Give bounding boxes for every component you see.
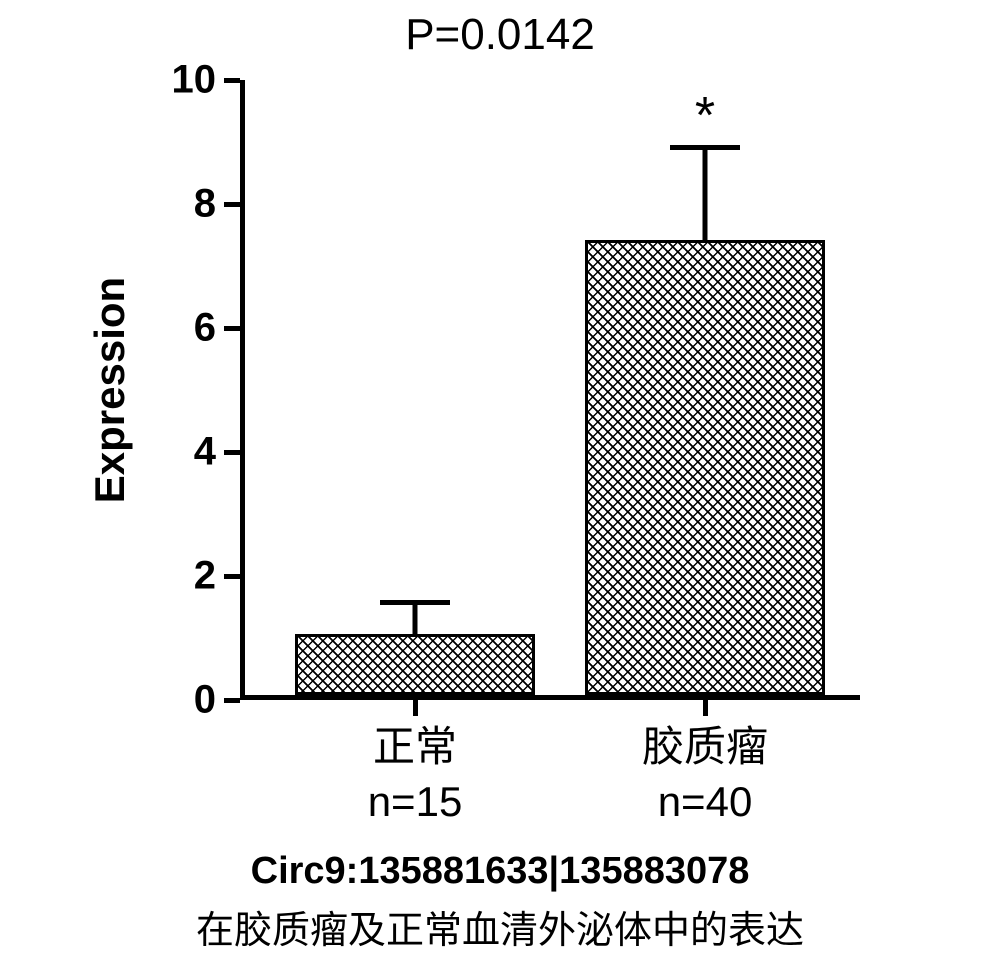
y-tick-label: 2	[194, 554, 216, 599]
y-tick-label: 8	[194, 182, 216, 227]
bar-group: *	[585, 88, 825, 695]
y-tick	[224, 574, 240, 579]
chart-footer-subtitle: 在胶质瘤及正常血清外泌体中的表达	[60, 899, 940, 954]
y-tick-label: 10	[172, 58, 217, 103]
y-tick	[224, 78, 240, 83]
x-category-label: 胶质瘤	[642, 720, 768, 775]
y-axis-title: Expression	[86, 277, 134, 503]
x-tick	[703, 700, 708, 716]
y-tick	[224, 202, 240, 207]
x-n-label: n=40	[642, 775, 768, 830]
x-n-label: n=15	[368, 775, 463, 830]
y-tick	[224, 698, 240, 703]
y-tick-label: 0	[194, 678, 216, 723]
x-label-group: 正常n=15	[368, 720, 463, 829]
y-tick	[224, 326, 240, 331]
x-axis-line	[240, 695, 860, 700]
bar-chart: P=0.0142 Expression 0246810 正常n=15*胶质瘤n=…	[60, 10, 940, 954]
x-category-label: 正常	[368, 720, 463, 775]
error-bar-stem	[413, 603, 418, 634]
error-bar-cap	[380, 600, 450, 605]
y-tick-label: 6	[194, 306, 216, 351]
plot-area: Expression 0246810 正常n=15*胶质瘤n=40	[240, 80, 860, 700]
error-bar-stem	[703, 148, 708, 240]
y-tick-label: 4	[194, 430, 216, 475]
y-axis-line	[240, 80, 245, 700]
p-value-label: P=0.0142	[60, 10, 940, 60]
y-tick	[224, 450, 240, 455]
bar	[585, 240, 825, 695]
x-tick	[413, 700, 418, 716]
significance-marker: *	[695, 86, 715, 146]
error-bar-cap	[670, 145, 740, 150]
chart-footer-title: Circ9:135881633|135883078	[60, 850, 940, 893]
bar-group	[295, 543, 535, 695]
x-label-group: 胶质瘤n=40	[642, 720, 768, 829]
bar	[295, 634, 535, 696]
